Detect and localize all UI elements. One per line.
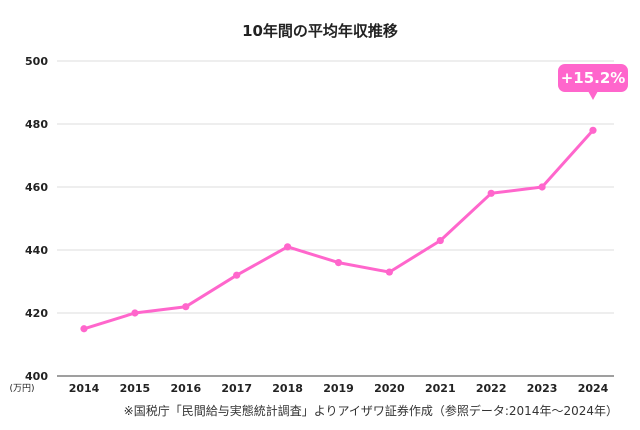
x-tick-label: 2018	[272, 382, 303, 395]
series-line	[82, 128, 595, 331]
growth-annotation: +15.2%	[558, 64, 628, 100]
data-point	[131, 309, 139, 317]
x-tick-label: 2015	[120, 382, 151, 395]
data-point	[182, 303, 190, 311]
x-tick-label: 2024	[578, 382, 609, 395]
y-axis-tick-labels: 400 420 440 460 480 500	[25, 55, 48, 383]
x-tick-label: 2021	[425, 382, 456, 395]
x-tick-label: 2022	[476, 382, 507, 395]
chart-title: 10年間の平均年収推移	[242, 22, 398, 40]
y-axis-unit-label: (万円)	[9, 383, 34, 394]
x-tick-label: 2023	[527, 382, 558, 395]
annotation-text: +15.2%	[561, 69, 626, 87]
y-tick-label: 420	[25, 307, 48, 320]
y-tick-label: 460	[25, 181, 48, 194]
data-point	[334, 259, 343, 267]
data-point	[233, 271, 241, 279]
x-tick-label: 2020	[374, 382, 405, 395]
x-tick-label: 2017	[221, 382, 252, 395]
y-tick-label: 480	[25, 118, 48, 131]
gridlines	[57, 60, 614, 377]
x-axis-tick-labels: 2014 2015 2016 2017 2018 2019 2020 2021 2022 2023…	[69, 382, 609, 395]
x-tick-label: 2016	[170, 382, 201, 395]
annotation-badge	[558, 64, 628, 92]
data-point	[284, 243, 292, 251]
source-note: ※国税庁「民間給与実態統計調査」よりアイザワ証券作成（参照データ:2014年〜2…	[123, 404, 618, 418]
data-point	[538, 183, 546, 191]
x-tick-label: 2014	[69, 382, 100, 395]
data-point	[589, 126, 597, 134]
data-point	[487, 189, 495, 197]
y-tick-label: 500	[25, 55, 48, 68]
series-layer	[80, 126, 597, 333]
x-tick-label: 2019	[323, 382, 354, 395]
y-tick-label: 400	[25, 370, 48, 383]
data-point	[80, 325, 88, 333]
data-point	[385, 268, 393, 276]
y-tick-label: 440	[25, 244, 48, 257]
data-point	[436, 236, 444, 245]
annotation-pointer	[588, 91, 598, 100]
